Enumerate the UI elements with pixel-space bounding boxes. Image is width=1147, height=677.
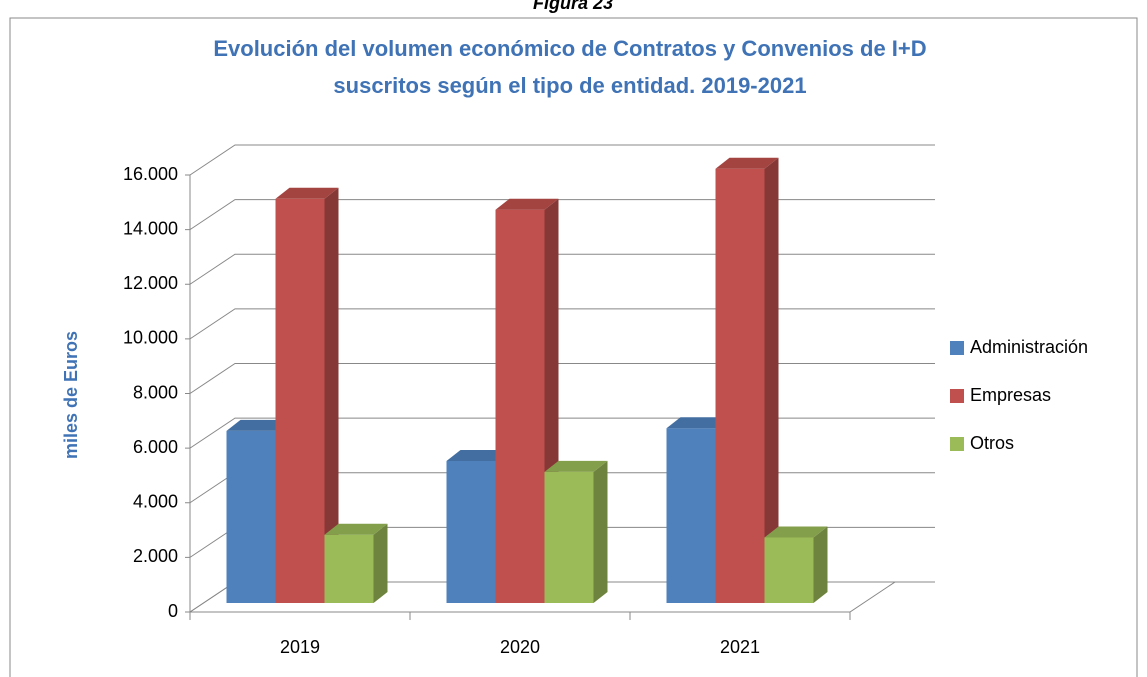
legend-label: Administración (970, 337, 1088, 357)
chart-title: suscritos según el tipo de entidad. 2019… (333, 73, 806, 98)
bar-top (324, 523, 388, 535)
bar (324, 534, 374, 603)
grid-line (189, 144, 935, 176)
x-tick-label: 2021 (720, 637, 760, 657)
x-tick-label: 2020 (500, 637, 540, 657)
legend-label: Otros (970, 433, 1014, 453)
y-tick-label: 12.000 (123, 273, 178, 293)
bar (666, 428, 716, 603)
legend-swatch (950, 437, 964, 451)
y-tick-label: 2.000 (133, 546, 178, 566)
chart-border (9, 17, 1138, 677)
bar-side (324, 187, 339, 603)
bar-side (813, 526, 828, 603)
bar-top (666, 417, 730, 429)
grid-line (189, 199, 935, 231)
x-tick-label: 2019 (280, 637, 320, 657)
bar-top (715, 157, 779, 169)
grid-line (189, 253, 935, 285)
y-tick-label: 0 (168, 601, 178, 621)
y-tick-label: 14.000 (123, 218, 178, 238)
grid-line (189, 363, 935, 394)
y-tick-label: 8.000 (133, 382, 178, 402)
grid-line (189, 308, 935, 340)
bar-top (544, 460, 608, 472)
bar-top (764, 526, 828, 538)
bar-top (495, 198, 559, 210)
chart-title: Evolución del volumen económico de Contr… (213, 36, 926, 61)
bar-top (275, 187, 339, 199)
y-tick-label: 10.000 (123, 328, 178, 348)
legend-swatch (950, 389, 964, 403)
bar-top (226, 419, 290, 431)
bar (446, 460, 496, 603)
y-tick-label: 16.000 (123, 164, 178, 184)
caption: Figura 23 (533, 0, 613, 13)
bar (715, 168, 765, 603)
legend-label: Empresas (970, 385, 1051, 405)
bar (275, 198, 325, 603)
bar (226, 430, 276, 603)
bar-side (764, 157, 779, 603)
y-tick-label: 4.000 (133, 492, 178, 512)
y-axis-title: miles de Euros (61, 331, 81, 459)
bar-top (446, 449, 510, 461)
bar-side (593, 460, 608, 603)
bar (544, 471, 594, 603)
bar-side (373, 523, 388, 603)
y-tick-label: 6.000 (133, 437, 178, 457)
bar (495, 209, 545, 603)
legend-swatch (950, 341, 964, 355)
bar (764, 537, 814, 603)
